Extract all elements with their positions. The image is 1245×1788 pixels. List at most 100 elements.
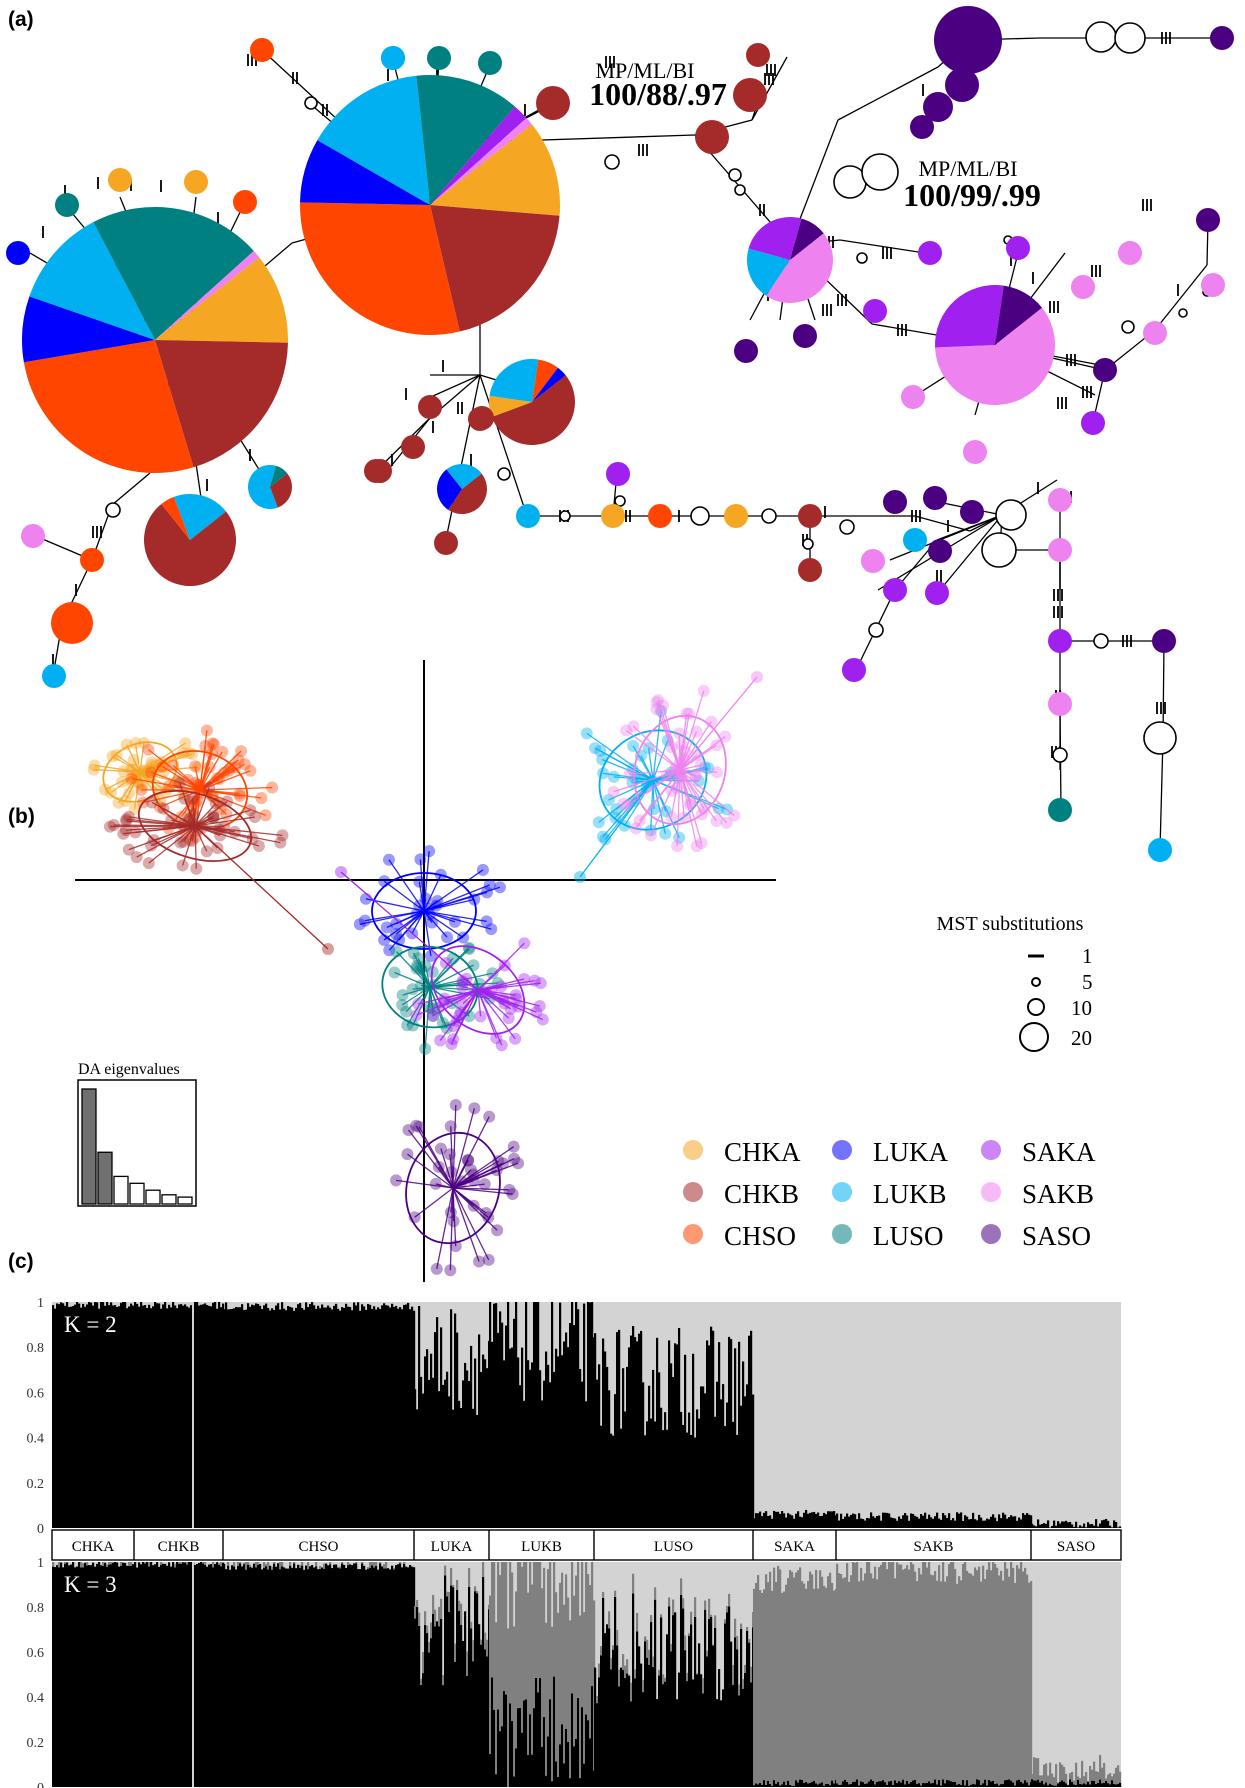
dapc-point — [173, 777, 186, 790]
structure-bar — [1000, 1570, 1003, 1785]
structure-plots: (c) 00.20.40.60.81K = 2 00.20.40.60.81K … — [8, 1250, 1122, 1788]
structure-bar — [1091, 1780, 1094, 1787]
structure-bar — [868, 1518, 871, 1528]
structure-bar — [468, 1586, 471, 1787]
structure-bar — [545, 1775, 548, 1787]
dapc-spoke — [679, 713, 690, 771]
structure-bar — [980, 1784, 983, 1787]
structure-bar — [293, 1563, 296, 1787]
structure-bar — [626, 1673, 629, 1787]
structure-bar — [1097, 1771, 1100, 1783]
dapc-point — [490, 1032, 503, 1045]
structure-bar — [614, 1596, 617, 1787]
structure-bar — [1115, 1784, 1118, 1787]
structure-bar — [856, 1779, 859, 1787]
dapc-point — [175, 810, 188, 823]
structure-bar — [844, 1577, 847, 1780]
structure-bar — [956, 1512, 959, 1528]
structure-bar — [235, 1569, 238, 1787]
dapc-point — [698, 761, 711, 774]
dapc-point — [445, 1165, 458, 1178]
structure-bar — [724, 1623, 727, 1787]
structure-bar — [243, 1562, 246, 1565]
structure-bar — [874, 1784, 877, 1787]
structure-bar — [581, 1707, 584, 1787]
structure-bar — [868, 1562, 871, 1782]
structure-bar — [517, 1708, 520, 1787]
dapc-point — [88, 759, 101, 772]
structure-bar — [114, 1562, 117, 1787]
structure-bar — [227, 1309, 230, 1528]
dapc-point — [412, 952, 425, 965]
structure-bar — [1069, 1773, 1072, 1780]
dapc-spoke — [623, 779, 654, 827]
structure-bar — [577, 1309, 580, 1528]
median-vector — [497, 467, 511, 481]
structure-bar — [1061, 1780, 1064, 1787]
dapc-point — [534, 977, 547, 990]
structure-bar — [391, 1565, 394, 1566]
structure-bar — [321, 1304, 324, 1528]
structure-bar — [702, 1678, 705, 1694]
structure-bar — [251, 1568, 254, 1787]
structure-bar — [454, 1643, 457, 1662]
structure-bar — [604, 1351, 607, 1528]
structure-bar — [813, 1780, 816, 1787]
structure-bar — [349, 1307, 352, 1528]
structure-bar — [503, 1562, 506, 1691]
structure-bar — [561, 1355, 564, 1528]
structure-bar — [956, 1784, 959, 1787]
dapc-scatter: (b) DA eigenvalues CHKACHKBCHSOLUKALUKBL… — [8, 660, 1096, 1282]
structure-bar — [906, 1565, 909, 1781]
mst-legend-1: 1 — [1082, 944, 1093, 968]
structure-bar — [738, 1684, 741, 1696]
dapc-point — [496, 1157, 509, 1170]
dapc-point — [694, 759, 707, 772]
structure-bar — [940, 1519, 943, 1528]
pie-slice-chkb — [448, 473, 487, 514]
structure-bar — [403, 1563, 406, 1787]
haplotype-node-chkb — [746, 43, 770, 67]
structure-bar — [650, 1418, 653, 1528]
structure-bar — [255, 1562, 258, 1568]
structure-bar — [598, 1364, 601, 1528]
median-vector — [856, 252, 868, 264]
structure-bar — [1115, 1522, 1118, 1528]
structure-bar — [638, 1646, 641, 1787]
structure-bar — [377, 1307, 380, 1528]
structure-bar — [640, 1663, 643, 1787]
structure-bar — [333, 1564, 336, 1787]
haplotype-node-sakb — [1201, 273, 1225, 297]
dapc-point — [444, 1120, 457, 1133]
structure-bar — [365, 1569, 368, 1787]
structure-bar — [1012, 1782, 1015, 1787]
structure-bar — [777, 1781, 780, 1787]
dapc-point — [623, 768, 636, 781]
structure-bar — [825, 1514, 828, 1528]
dapc-spoke — [429, 964, 474, 988]
structure-bar — [783, 1591, 786, 1782]
structure-bar — [956, 1583, 959, 1785]
structure-bar — [160, 1562, 163, 1565]
structure-bar — [974, 1784, 977, 1787]
structure-bar — [860, 1567, 863, 1782]
structure-bar — [676, 1344, 679, 1528]
structure-bar — [664, 1681, 667, 1787]
structure-bar — [432, 1377, 435, 1528]
structure-bar — [785, 1584, 788, 1786]
structure-bar — [598, 1677, 601, 1787]
structure-bar — [1115, 1767, 1118, 1785]
haplotype-node-chka — [108, 168, 132, 192]
haplotype-node-saso — [910, 115, 934, 139]
structure-bar — [66, 1562, 69, 1787]
dapc-point — [462, 1154, 474, 1166]
structure-bar — [299, 1565, 302, 1568]
structure-bar — [616, 1629, 619, 1646]
haplotype-node-chka — [601, 504, 625, 528]
dapc-point — [244, 804, 257, 817]
dapc-point — [689, 770, 702, 783]
structure-bar — [519, 1707, 522, 1787]
structure-bar — [1008, 1576, 1011, 1780]
structure-bar — [212, 1562, 215, 1568]
structure-bar — [80, 1562, 83, 1568]
